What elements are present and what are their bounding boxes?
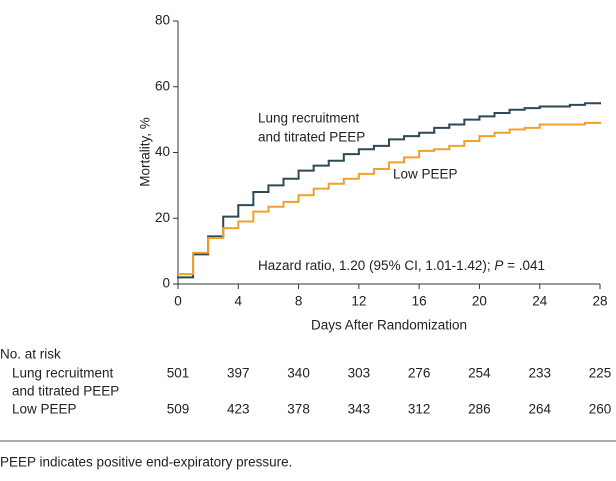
y-tick-label: 80 [155,13,170,28]
x-tick-label: 16 [412,294,427,309]
risk-count: 303 [348,366,371,381]
series-label: and titrated PEEP [258,130,365,145]
series-label: Low PEEP [393,167,458,182]
x-tick-label: 8 [295,294,303,309]
risk-count: 254 [468,366,491,381]
x-tick-label: 28 [592,294,607,309]
annotation-italic: P [494,258,503,273]
annotation-text: = .041 [503,258,545,273]
risk-count: 225 [589,366,612,381]
risk-count: 264 [528,402,551,417]
y-axis-label: Mortality, % [138,117,153,187]
footnote: PEEP indicates positive end-expiratory p… [0,455,292,470]
risk-count: 233 [528,366,551,381]
x-tick-label: 20 [472,294,487,309]
series-label: Lung recruitment [258,111,360,126]
risk-count: 276 [408,366,431,381]
risk-count: 312 [408,402,431,417]
risk-row-label: and titrated PEEP [12,384,119,399]
risk-count: 397 [227,366,250,381]
x-tick-label: 4 [235,294,243,309]
risk-count: 286 [468,402,491,417]
y-tick-label: 60 [155,78,170,93]
risk-table-title: No. at risk [0,347,61,362]
risk-count: 343 [348,402,371,417]
risk-row-label: Low PEEP [12,402,77,417]
risk-count: 378 [287,402,310,417]
y-tick-label: 20 [155,210,170,225]
x-tick-label: 12 [351,294,366,309]
y-tick-label: 40 [155,144,170,159]
annotation-text: Hazard ratio, 1.20 (95% CI, 1.01-1.42); [258,258,494,273]
x-tick-label: 0 [174,294,182,309]
risk-count: 501 [167,366,190,381]
risk-row-label: Lung recruitment [12,366,114,381]
y-tick-label: 0 [162,276,170,291]
risk-count: 423 [227,402,250,417]
risk-count: 340 [287,366,310,381]
x-axis-label: Days After Randomization [311,318,467,333]
risk-count: 509 [167,402,190,417]
x-tick-label: 24 [532,294,548,309]
hazard-ratio-annotation: Hazard ratio, 1.20 (95% CI, 1.01-1.42); … [258,258,545,273]
risk-count: 260 [589,402,612,417]
